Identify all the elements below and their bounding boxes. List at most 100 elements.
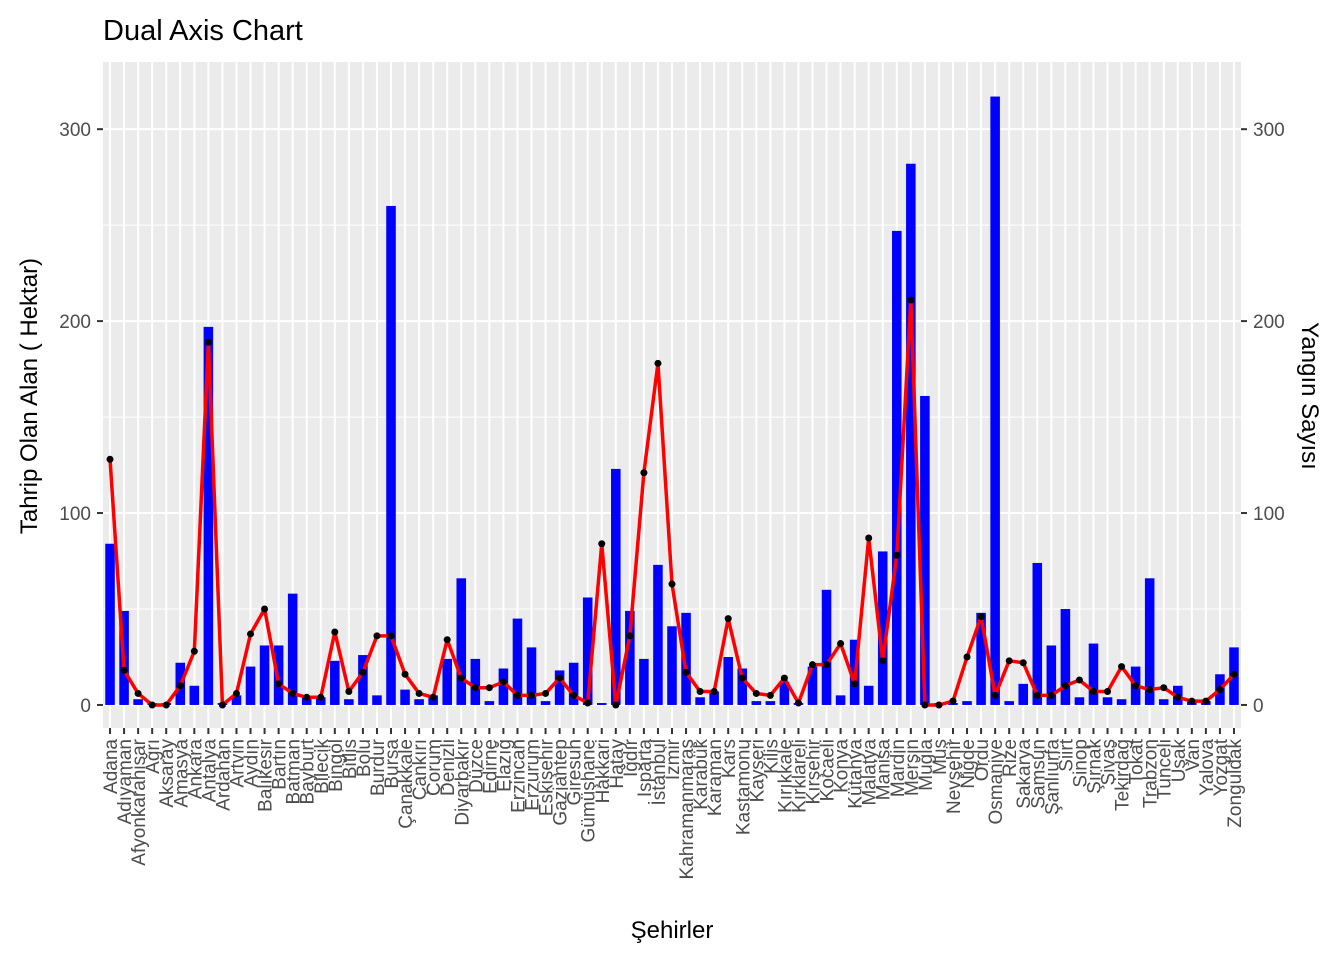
x-tick-label: İzmir (663, 738, 684, 780)
data-point (724, 615, 732, 623)
y-tick-label-left: 300 (59, 120, 91, 141)
data-point (429, 693, 437, 701)
bar (1074, 697, 1085, 705)
x-tick-label: Rize (1000, 739, 1021, 777)
data-point (106, 455, 114, 463)
x-tick-label: Gümüşhane (579, 739, 600, 843)
x-tick-label: Muğla (916, 739, 937, 791)
bar (779, 681, 790, 705)
x-tick-label: Uşak (1169, 739, 1190, 783)
data-point (893, 551, 901, 559)
bar (639, 658, 649, 705)
bar (231, 695, 242, 705)
x-tick-label: Kastamonu (733, 739, 754, 835)
data-point (1160, 684, 1168, 692)
bar (1046, 645, 1057, 705)
data-point (991, 691, 999, 699)
bar (414, 699, 424, 705)
data-point (345, 688, 353, 696)
bar (526, 647, 537, 705)
bar (456, 578, 467, 705)
bar (737, 668, 748, 705)
x-tick-label: Kütahya (846, 739, 867, 809)
x-tick-label: Edirne (480, 739, 501, 794)
data-point (1075, 676, 1083, 684)
data-point (879, 657, 887, 665)
x-tick-label: Adıyaman (115, 739, 136, 825)
data-point (1188, 697, 1196, 705)
data-point (317, 693, 325, 701)
data-point (1230, 670, 1238, 678)
x-tick-label: Giresun (565, 739, 586, 806)
x-tick-label: Malatya (860, 739, 881, 806)
data-point (935, 701, 943, 709)
x-tick-label: Balıkesir (256, 738, 277, 812)
data-point (766, 691, 774, 699)
x-tick-label: Karabük (691, 739, 712, 810)
data-point (556, 674, 564, 682)
x-tick-label: Sivas (1099, 739, 1120, 785)
bar (1102, 697, 1113, 705)
data-point (232, 689, 240, 697)
bar (372, 695, 382, 705)
x-tick-label: Gaziantep (551, 739, 572, 826)
data-point (696, 688, 704, 696)
data-point (1033, 691, 1041, 699)
data-point (261, 605, 269, 613)
bar (568, 662, 579, 705)
x-tick-label: Hatay (607, 739, 628, 789)
x-tick-label: Trabzon (1141, 739, 1162, 808)
x-tick-label: Niğde (958, 739, 979, 789)
bar (1032, 562, 1043, 705)
y-axis-title-left: Tahrip Olan Alan ( Hektar) (16, 258, 43, 534)
bar (920, 395, 930, 705)
x-tick-label: Antalya (199, 739, 220, 803)
y-tick-label-right: 0 (1253, 696, 1264, 717)
x-tick-label: Kars (719, 739, 740, 778)
data-point (949, 697, 957, 705)
bar (681, 612, 691, 705)
data-point (851, 680, 859, 688)
data-point (373, 632, 381, 640)
bar (315, 697, 326, 705)
data-point (1104, 688, 1112, 696)
data-point (654, 359, 662, 367)
bar (765, 701, 776, 705)
x-tick-label: Burdur (368, 738, 389, 796)
x-tick-label: Bolu (354, 739, 375, 777)
data-point (204, 338, 212, 346)
data-point (528, 691, 536, 699)
x-tick-label: Afyonkarahisar (129, 738, 150, 865)
bar (1060, 609, 1071, 705)
x-tick-label: Çorum (424, 739, 445, 796)
bar-series (105, 96, 1239, 705)
x-tick-label: Samsun (1028, 739, 1049, 809)
x-tick-label: Kocaeli (818, 739, 839, 801)
x-tick-label: Diyarbakır (452, 738, 473, 825)
x-tick-label: Ardahan (213, 739, 234, 811)
x-tick-label: Ağrı (143, 739, 164, 774)
data-point (710, 688, 718, 696)
bar (751, 701, 762, 705)
data-point (626, 632, 634, 640)
bar (203, 326, 214, 705)
data-point (1061, 682, 1069, 690)
data-point (401, 670, 409, 678)
x-tick-label: Çanakkale (396, 739, 417, 829)
x-tick-label: Çankırı (410, 739, 431, 800)
data-point (443, 636, 451, 644)
x-tick-label: Siirt (1056, 738, 1077, 771)
data-point (865, 534, 873, 542)
bar (1116, 699, 1127, 705)
bar (877, 551, 888, 705)
y-tick-label-right: 100 (1253, 504, 1285, 525)
data-point (331, 628, 339, 636)
data-point (499, 678, 507, 686)
bar (709, 691, 719, 705)
x-tick-label: Muş (930, 739, 951, 775)
bar (301, 697, 312, 705)
x-tick-label: Batman (284, 739, 305, 804)
x-tick-label: Osmaniye (986, 739, 1007, 825)
data-point (921, 701, 929, 709)
